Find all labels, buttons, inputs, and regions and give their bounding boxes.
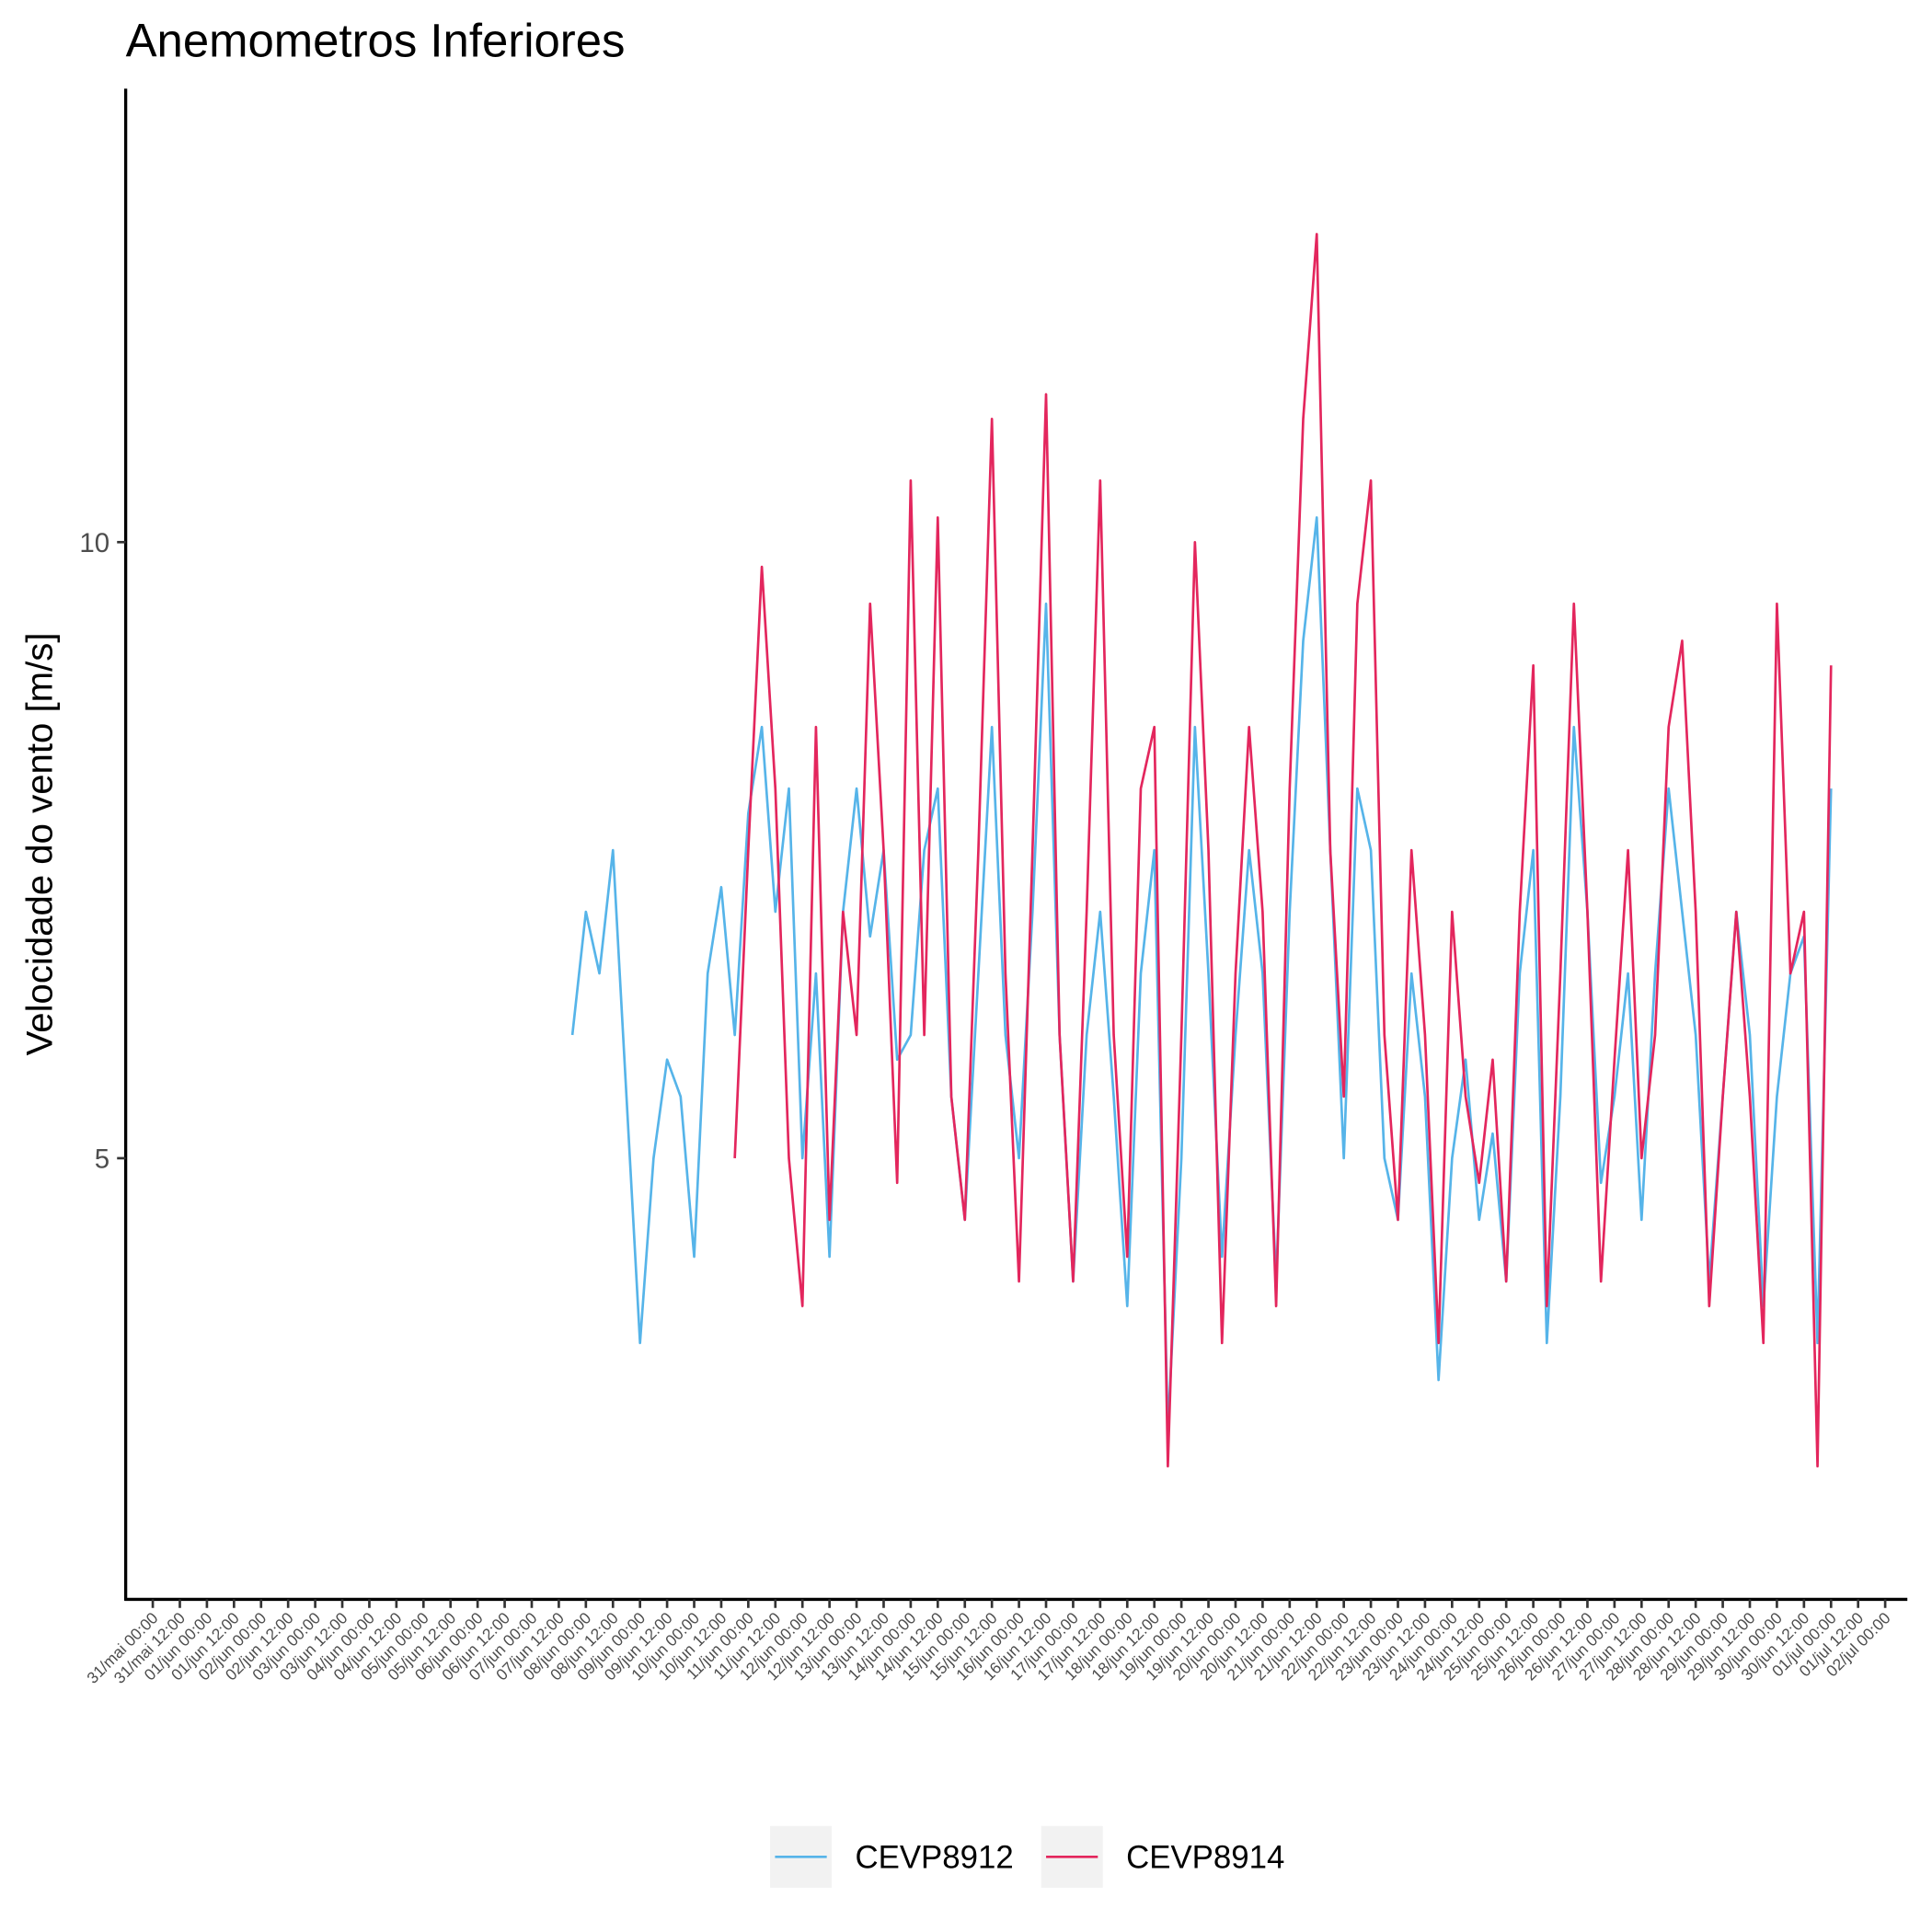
y-axis-label: Velocidade do vento [m/s] <box>18 632 60 1055</box>
series-line <box>733 233 1833 1468</box>
legend-label: CEVP8914 <box>1126 1839 1284 1875</box>
y-tick-label: 5 <box>95 1144 109 1175</box>
y-tick-label: 10 <box>79 528 109 558</box>
chart-title: Anemometros Inferiores <box>126 15 626 67</box>
legend-label: CEVP8912 <box>855 1839 1013 1875</box>
series-line <box>570 516 1833 1431</box>
